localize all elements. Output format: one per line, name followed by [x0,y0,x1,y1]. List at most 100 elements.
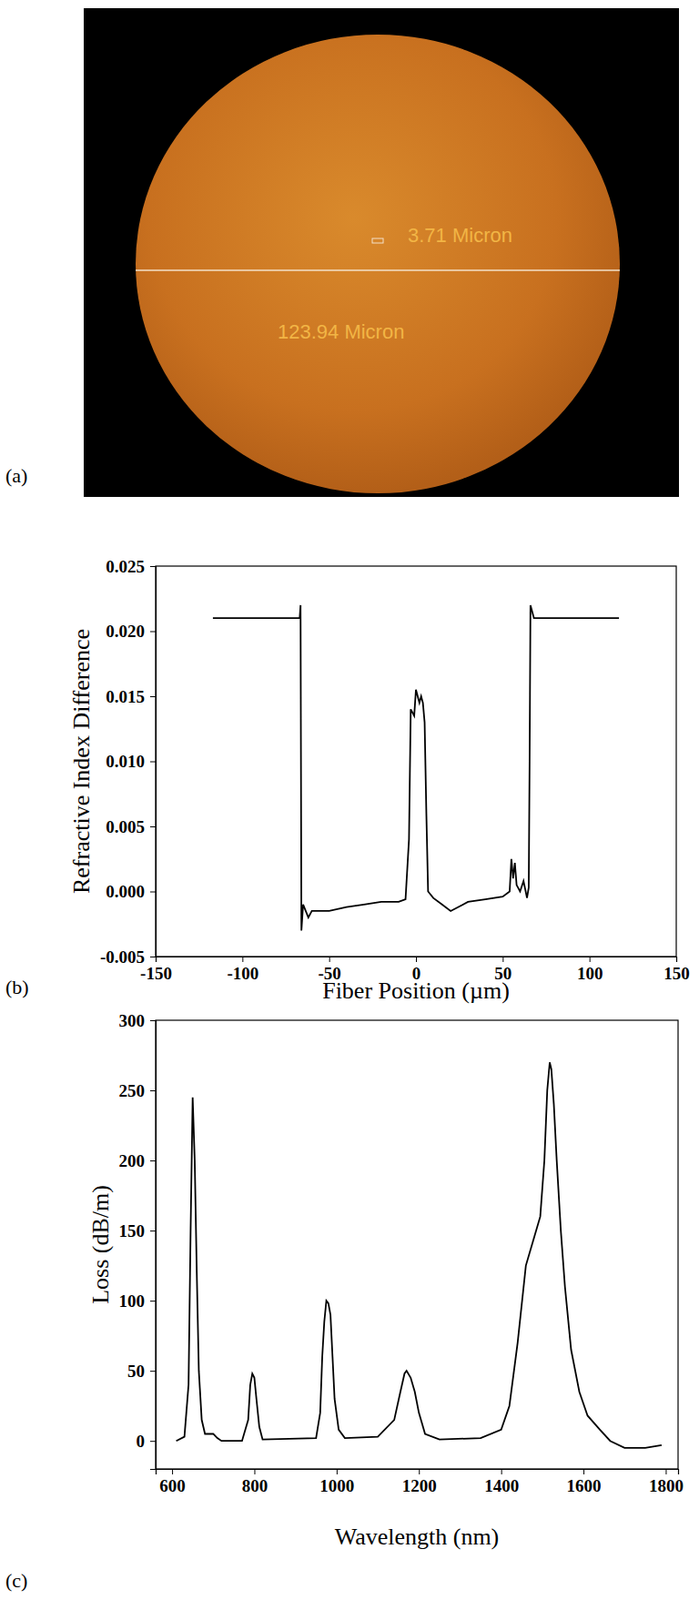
x-axis-title: Wavelength (nm) [334,1523,500,1550]
y-tick-label: 50 [127,1361,145,1381]
y-tick: 0 [136,1431,157,1451]
diameter-label: 123.94 Micron [277,320,405,344]
plot-area [176,1062,662,1449]
image-background [83,8,679,497]
y-tick-label: 250 [119,1081,146,1101]
y-tick-mark [150,1020,156,1022]
x-tick-label: 800 [242,1476,269,1496]
x-tick-label: 1000 [319,1476,355,1496]
y-axis-title: Loss (dB/m) [87,1185,114,1305]
y-tick-label: 0.025 [105,557,145,577]
y-axis-title: Refractive Index Difference [68,628,95,894]
y-tick: 50 [127,1361,156,1381]
y-tick-mark [150,1300,156,1302]
x-tick: -100 [226,956,259,983]
y-tick-mark [150,1440,156,1442]
data-line [212,605,619,932]
x-tick-label: -100 [226,963,259,983]
y-axis: -0.005 0.000 0.005 0.010 0.015 0.020 0.025 [100,557,157,967]
plot-frame [155,566,677,957]
y-tick: 0.010 [105,751,156,771]
x-tick-mark [418,1468,420,1475]
y-tick-label: 200 [119,1151,146,1171]
y-tick-mark [150,761,156,763]
y-axis: 0 50 100 150 200 250 300 [119,1011,157,1470]
panel-label: (c) [5,1569,28,1592]
x-tick: 1400 [484,1468,519,1496]
x-tick-label: -150 [140,963,173,983]
chart-panel: 600 800 1000 1200 1400 1600 1800 0 50 100 150 200 25… [5,1011,684,1592]
y-tick-mark [150,826,156,828]
y-tick: -0.005 [100,947,156,967]
y-tick-mark [150,566,156,568]
x-tick-mark [253,1468,255,1475]
x-tick: 1600 [567,1468,602,1496]
x-tick-mark [676,956,678,963]
y-tick-mark [150,956,156,958]
figure: 3.71 Micron123.94 Micron(a)-150-100-5005… [0,0,699,1600]
x-tick: 1200 [402,1468,437,1496]
y-axis-line [150,567,157,958]
plot-area [212,605,619,932]
x-tick-label: 100 [577,963,604,983]
fiber-cross-section [135,34,620,494]
y-tick-mark [150,631,156,633]
panel-a: 3.71 Micron 123.94 Micron (a) [5,8,679,497]
x-tick: 1000 [319,1468,355,1496]
x-tick-label: 1200 [402,1476,437,1496]
scale-bar-label: 3.71 Micron [407,223,513,247]
x-tick-mark [501,1468,503,1475]
y-tick-mark [150,891,156,893]
core-scale-bar [372,238,384,244]
x-tick-mark [589,956,591,963]
x-tick-mark [583,1468,585,1475]
x-axis: 600 800 1000 1200 1400 1600 1800 [156,1468,684,1496]
x-tick-label: 1800 [648,1476,684,1496]
x-tick: 1800 [648,1468,684,1496]
y-tick: 100 [119,1291,157,1311]
y-tick-label: 0 [136,1431,146,1451]
plot-frame [155,1020,679,1469]
y-tick-mark [150,1090,156,1092]
y-tick: 200 [119,1151,157,1171]
y-tick: 0.020 [105,621,156,641]
y-tick-mark [150,1370,156,1372]
x-tick-label: 600 [159,1476,186,1496]
diameter-line [135,269,620,272]
y-tick-label: 150 [119,1221,146,1241]
y-tick: 0.005 [105,817,156,837]
y-tick-mark [150,696,156,698]
x-tick: 600 [159,1468,186,1496]
y-tick-label: 0.000 [105,881,145,902]
y-tick: 0.025 [105,557,156,577]
y-tick-label: 300 [119,1011,146,1031]
y-tick-label: 0.005 [105,817,145,837]
y-tick: 150 [119,1221,157,1241]
x-tick-mark [665,1468,667,1475]
y-tick-mark [150,1160,156,1162]
x-tick: 800 [242,1468,269,1496]
x-tick-mark [415,956,417,963]
x-tick-label: 150 [663,963,690,983]
x-axis-title: Fiber Position (µm) [322,977,510,1004]
x-tick-label: 1400 [484,1476,519,1496]
x-tick-mark [172,1468,173,1475]
y-tick-label: 0.015 [105,687,145,707]
y-tick: 250 [119,1081,157,1101]
y-tick-label: 100 [119,1291,146,1311]
x-tick-mark [329,956,331,963]
x-tick-label: 1600 [567,1476,602,1496]
y-tick-label: 0.020 [105,621,145,641]
data-line [176,1062,662,1449]
x-tick: 100 [577,956,604,983]
y-tick-label: -0.005 [100,947,145,967]
panel-label: (b) [5,975,30,999]
y-axis-line [150,1021,157,1470]
x-tick-mark [502,956,504,963]
panel-label: (a) [5,464,28,487]
x-tick-mark [242,956,244,963]
chart-panel: -150-100-50050100150-0.0050.0000.0050.01… [5,557,690,1004]
x-axis-line [156,1469,679,1476]
x-tick: 150 [663,956,690,983]
y-tick: 300 [119,1011,157,1031]
